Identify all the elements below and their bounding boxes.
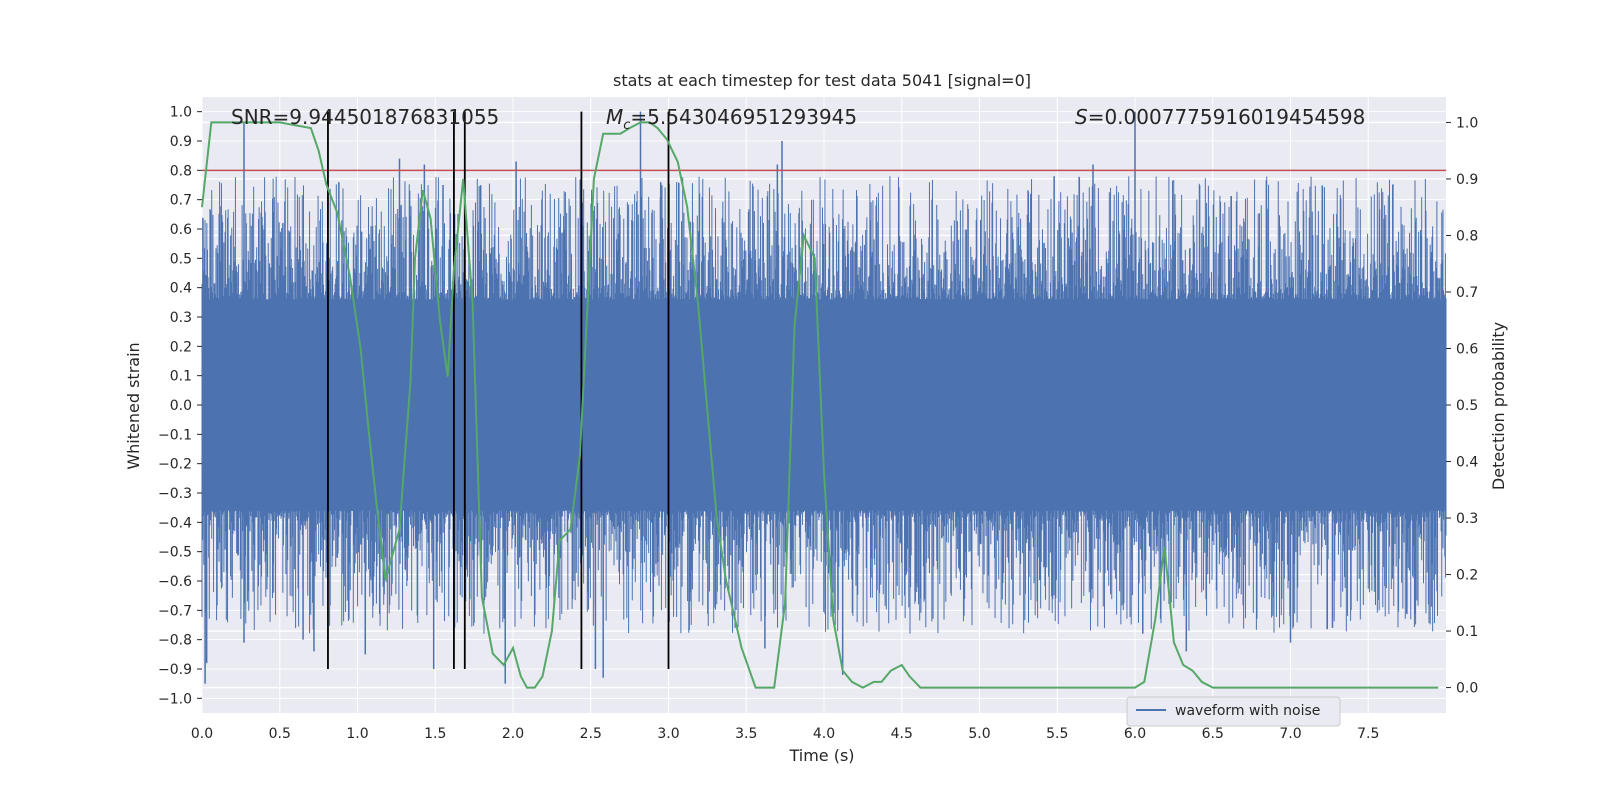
right-tick-label: 1.0 — [1456, 115, 1478, 131]
left-tick-label: 0.3 — [170, 310, 192, 326]
snr-annotation: SNR=9.944501876831055 — [231, 105, 499, 129]
chirp-mass-subscript: c — [623, 118, 630, 133]
x-tick-label: 5.5 — [1046, 726, 1068, 742]
chart-title: stats at each timestep for test data 504… — [613, 71, 1031, 90]
left-tick-label: 0.7 — [170, 193, 192, 209]
vertical-markers — [327, 111, 670, 669]
right-tick-label: 0.8 — [1456, 228, 1478, 244]
left-tick-label: −0.7 — [158, 603, 192, 619]
right-tick-label: 0.9 — [1456, 172, 1478, 188]
legend: waveform with noise — [1126, 696, 1341, 727]
left-tick-label: −0.6 — [158, 574, 192, 590]
x-tick-label: 7.0 — [1279, 726, 1301, 742]
left-tick-label: −1.0 — [158, 691, 192, 707]
right-axis-label: Detection probability — [1489, 322, 1508, 490]
x-tick-label: 3.0 — [657, 726, 679, 742]
left-tick-label: −0.1 — [158, 427, 192, 443]
x-tick-label: 1.0 — [346, 726, 368, 742]
right-tick-label: 0.7 — [1456, 285, 1478, 301]
left-axis-label: Whitened strain — [124, 342, 143, 469]
x-tick-label: 7.5 — [1357, 726, 1379, 742]
left-tick-label: 0.9 — [170, 134, 192, 150]
x-tick-label: 6.5 — [1202, 726, 1224, 742]
left-axis-ticks: 1.0 0.9 0.8 0.7 0.6 0.5 0.4 0.3 0.2 0.1 0.0 −0.1 −0.… — [158, 105, 202, 707]
left-tick-label: −0.5 — [158, 545, 192, 561]
probability-series — [201, 121, 1439, 689]
chirp-mass-annotation: Mc=5.543046951293945 — [606, 105, 857, 133]
right-tick-label: 0.3 — [1456, 511, 1478, 527]
x-tick-label: 5.0 — [968, 726, 990, 742]
left-tick-label: 0.6 — [170, 222, 192, 238]
s-annotation: S=0.0007775916019454598 — [1075, 105, 1365, 129]
x-tick-label: 4.5 — [891, 726, 913, 742]
x-axis-label: Time (s) — [788, 746, 854, 765]
left-tick-label: 0.5 — [170, 251, 192, 267]
left-tick-label: 0.0 — [170, 398, 192, 414]
left-tick-label: −0.3 — [158, 486, 192, 502]
x-tick-label: 2.5 — [580, 726, 602, 742]
s-symbol: S — [1075, 105, 1088, 129]
left-tick-label: −0.9 — [158, 662, 192, 678]
left-tick-label: −0.4 — [158, 515, 192, 531]
right-tick-label: 0.5 — [1456, 398, 1478, 414]
x-tick-label: 4.0 — [813, 726, 835, 742]
left-tick-label: 0.1 — [170, 369, 192, 385]
s-value: =0.0007775916019454598 — [1088, 105, 1366, 129]
left-tick-label: −0.2 — [158, 457, 192, 473]
x-tick-label: 2.0 — [502, 726, 524, 742]
right-axis-ticks: 1.0 0.9 0.8 0.7 0.6 0.5 0.4 0.3 0.2 0.1 0.0 — [1446, 115, 1478, 697]
left-tick-label: 0.8 — [170, 163, 192, 179]
left-tick-label: 0.4 — [170, 281, 192, 297]
x-tick-label: 0.5 — [269, 726, 291, 742]
right-tick-label: 0.0 — [1456, 681, 1478, 697]
chirp-mass-symbol: M — [606, 105, 623, 129]
x-tick-label: 3.5 — [735, 726, 757, 742]
legend-box — [1126, 696, 1341, 727]
chirp-mass-value: =5.543046951293945 — [630, 105, 857, 129]
legend-label: waveform with noise — [1175, 703, 1320, 719]
x-axis-ticks: 0.0 0.5 1.0 1.5 2.0 2.5 3.0 3.5 4.0 4.5 5.0 5.5 6.0 6… — [191, 726, 1380, 742]
x-tick-label: 1.5 — [424, 726, 446, 742]
right-tick-label: 0.4 — [1456, 455, 1478, 471]
left-tick-label: −0.8 — [158, 633, 192, 649]
left-tick-label: 1.0 — [170, 105, 192, 121]
right-tick-label: 0.6 — [1456, 341, 1478, 357]
x-tick-label: 6.0 — [1124, 726, 1146, 742]
x-tick-label: 0.0 — [191, 726, 213, 742]
right-tick-label: 0.1 — [1456, 624, 1478, 640]
right-tick-label: 0.2 — [1456, 568, 1478, 584]
left-tick-label: 0.2 — [170, 339, 192, 355]
